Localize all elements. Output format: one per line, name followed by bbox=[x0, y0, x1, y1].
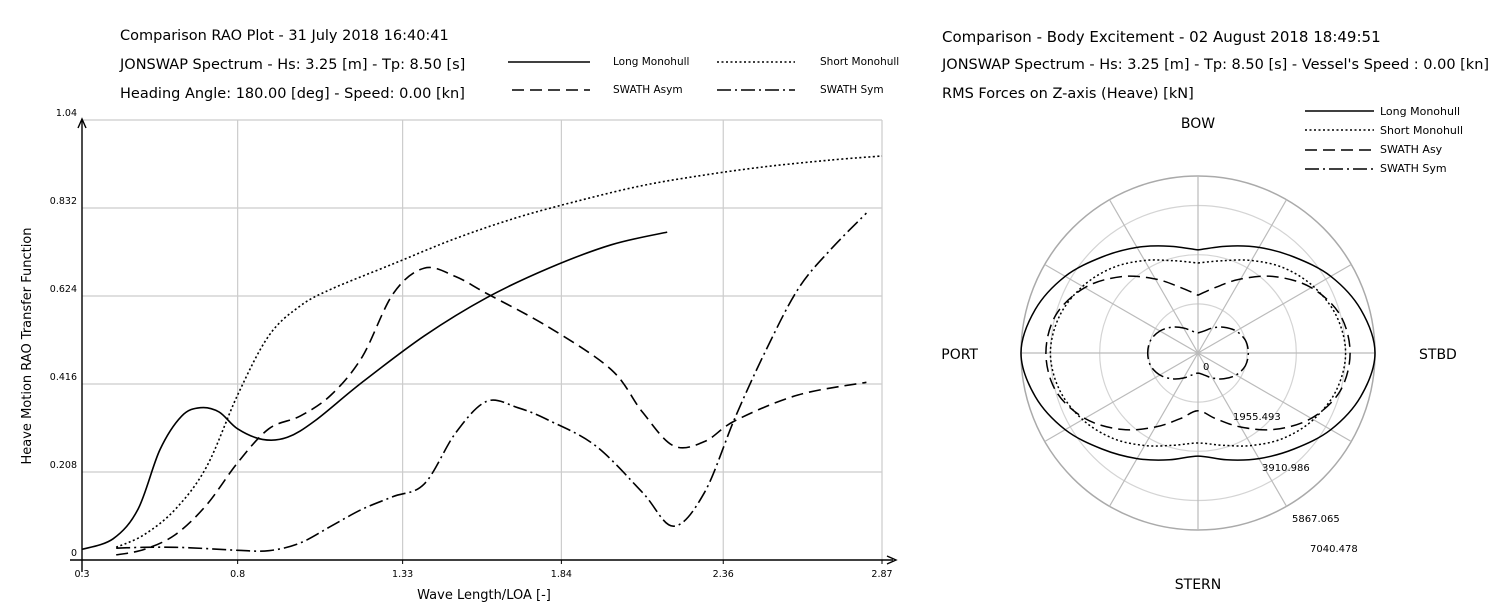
polar-forces-info: RMS Forces on Z-axis (Heave) [kN] bbox=[942, 86, 1194, 102]
rao-x-tick-label: 2.36 bbox=[713, 569, 734, 580]
polar-ring-label: 1955.493 bbox=[1233, 412, 1281, 423]
polar-legend-label-3: SWATH Sym bbox=[1380, 162, 1447, 175]
rao-heading-info: Heading Angle: 180.00 [deg] - Speed: 0.0… bbox=[120, 86, 465, 102]
polar-legend-label-0: Long Monohull bbox=[1380, 105, 1461, 118]
polar-spoke bbox=[1197, 352, 1288, 507]
rao-gridlines bbox=[82, 119, 883, 560]
polar-spoke bbox=[1197, 199, 1288, 354]
polar-ring-label: 3910.986 bbox=[1262, 463, 1310, 474]
polar-plot-title: Comparison - Body Excitement - 02 August… bbox=[942, 28, 1381, 46]
rao-plot: 0.3 0.8 1.33 1.84 2.36 2.87 0 0.208 0.416 0.624 0.… bbox=[20, 61, 898, 603]
rao-x-tick-label: 0.8 bbox=[230, 569, 245, 580]
rao-legend-label-2: SWATH Asym bbox=[613, 84, 683, 96]
polar-ring-label: 7040.478 bbox=[1310, 544, 1358, 555]
rao-series-line-3 bbox=[116, 212, 867, 552]
rao-series-line-0 bbox=[81, 231, 668, 551]
polar-direction-stbd: STBD bbox=[1419, 347, 1457, 363]
rao-y-axis-label: Heave Motion RAO Transfer Function bbox=[20, 227, 35, 464]
rao-y-tick-label: 0.832 bbox=[50, 196, 77, 207]
polar-spoke bbox=[1197, 263, 1352, 354]
polar-spoke bbox=[1108, 199, 1199, 354]
rao-series-lines bbox=[81, 155, 883, 556]
polar-plot: 0 1955.493 3910.986 5867.065 7040.478 BOW ST… bbox=[941, 110, 1457, 593]
rao-y-tick-label: 0 bbox=[71, 548, 77, 559]
polar-direction-stern: STERN bbox=[1175, 577, 1221, 593]
polar-ring-label: 0 bbox=[1203, 362, 1209, 373]
polar-legend-label-2: SWATH Asy bbox=[1380, 143, 1443, 156]
polar-series-line-3 bbox=[1146, 326, 1250, 380]
rao-y-tick-label: 0.208 bbox=[50, 460, 77, 471]
rao-legend bbox=[508, 61, 795, 91]
rao-legend-label-0: Long Monohull bbox=[613, 56, 690, 68]
polar-legend-label-1: Short Monohull bbox=[1380, 124, 1463, 137]
rao-legend-label-1: Short Monohull bbox=[820, 56, 900, 68]
rao-axes: 0.3 0.8 1.33 1.84 2.36 2.87 0 0.208 0.416 0.624 0.… bbox=[50, 108, 898, 580]
rao-x-tick-label: 0.3 bbox=[74, 569, 89, 580]
rao-x-tick-label: 1.84 bbox=[551, 569, 572, 580]
rao-x-axis-arrow bbox=[886, 555, 898, 565]
polar-series-line-0 bbox=[1020, 245, 1376, 461]
polar-legend bbox=[1305, 110, 1374, 170]
rao-plot-title: Comparison RAO Plot - 31 July 2018 16:40… bbox=[120, 28, 449, 44]
polar-spectrum-info: JONSWAP Spectrum - Hs: 3.25 [m] - Tp: 8.… bbox=[942, 57, 1488, 73]
rao-legend-label-3: SWATH Sym bbox=[820, 84, 884, 96]
polar-direction-port: PORT bbox=[941, 347, 978, 363]
polar-series-line-1 bbox=[1049, 259, 1347, 447]
rao-x-tick-label: 1.33 bbox=[392, 569, 413, 580]
polar-series-line-2 bbox=[1045, 275, 1351, 431]
rao-y-tick-label: 1.04 bbox=[56, 108, 77, 119]
rao-series-line-1 bbox=[115, 155, 883, 549]
rao-spectrum-info: JONSWAP Spectrum - Hs: 3.25 [m] - Tp: 8.… bbox=[120, 57, 466, 73]
polar-spoke bbox=[1044, 263, 1199, 354]
rao-y-tick-label: 0.416 bbox=[50, 372, 77, 383]
polar-direction-bow: BOW bbox=[1181, 116, 1215, 132]
rao-y-tick-label: 0.624 bbox=[50, 284, 77, 295]
polar-series-lines bbox=[1020, 245, 1376, 461]
rao-x-tick-label: 2.87 bbox=[871, 569, 892, 580]
polar-ring-label: 5867.065 bbox=[1292, 514, 1340, 525]
rao-x-axis-label: Wave Length/LOA [-] bbox=[417, 588, 551, 603]
rao-y-axis-arrow bbox=[77, 117, 87, 129]
polar-spoke bbox=[1197, 352, 1352, 443]
polar-spoke bbox=[1044, 352, 1199, 443]
rao-series-line-2 bbox=[116, 266, 867, 556]
polar-grid: 0 1955.493 3910.986 5867.065 7040.478 bbox=[1020, 175, 1376, 555]
